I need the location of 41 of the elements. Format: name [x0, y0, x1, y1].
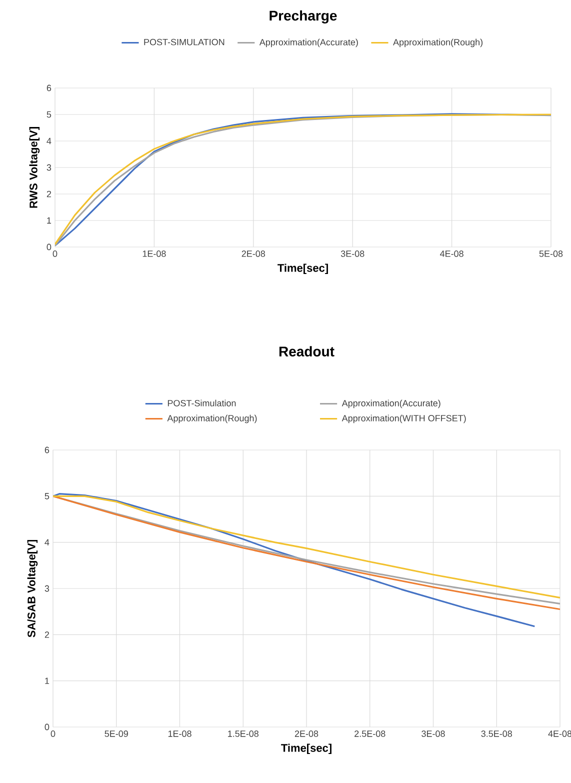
legend-label: Approximation(WITH OFFSET)	[342, 414, 466, 424]
x-tick-label: 0	[52, 250, 58, 257]
x-tick-label: 0	[50, 730, 56, 737]
y-tick-label: 0	[46, 244, 52, 250]
x-tick-label: 2E-08	[242, 250, 266, 257]
y-tick-label: 2	[44, 632, 50, 638]
y-axis-title: SA/SAB Voltage[V]	[27, 540, 38, 638]
x-tick-label: 2.5E-08	[354, 730, 386, 737]
y-tick-label: 0	[44, 724, 50, 730]
chart-title: Readout	[279, 346, 334, 356]
y-tick-label: 4	[44, 539, 50, 546]
x-tick-label: 5E-09	[104, 730, 128, 737]
x-tick-label: 4E-08	[440, 250, 464, 257]
x-tick-label: 2E-08	[294, 730, 318, 737]
legend-label: Approximation(Accurate)	[259, 38, 358, 48]
legend-label: POST-SIMULATION	[144, 38, 224, 46]
legend-label: POST-Simulation	[168, 400, 236, 406]
y-tick-label: 4	[46, 138, 52, 144]
y-tick-label: 3	[44, 585, 50, 592]
chart-title: Precharge	[270, 10, 337, 24]
y-tick-label: 2	[46, 190, 52, 198]
x-tick-label: 1E-08	[168, 730, 192, 737]
y-tick-label: 3	[46, 164, 52, 171]
y-tick-label: 1	[45, 678, 50, 684]
x-tick-label: 3.5E-08	[481, 730, 512, 737]
x-tick-label: 1E-08	[142, 250, 166, 257]
x-axis-title: Time[sec]	[281, 744, 332, 754]
x-axis-title: Time[sec]	[278, 264, 328, 274]
y-tick-label: 5	[44, 493, 50, 500]
y-axis-title: RWS Voltage[V]	[29, 127, 40, 208]
y-tick-label: 6	[46, 84, 52, 92]
legend-label: Approximation(Rough)	[167, 414, 257, 424]
x-tick-label: 5E-08	[539, 250, 563, 257]
y-tick-label: 6	[44, 446, 50, 454]
y-tick-label: 1	[47, 217, 52, 224]
legend-label: Approximation(Accurate)	[342, 400, 440, 408]
x-tick-label: 3E-08	[422, 730, 445, 737]
x-tick-label: 1.5E-08	[228, 730, 258, 737]
y-tick-label: 5	[46, 111, 52, 118]
legend-label: Approximation(Rough)	[393, 38, 482, 48]
x-tick-label: 3E-08	[340, 250, 364, 257]
